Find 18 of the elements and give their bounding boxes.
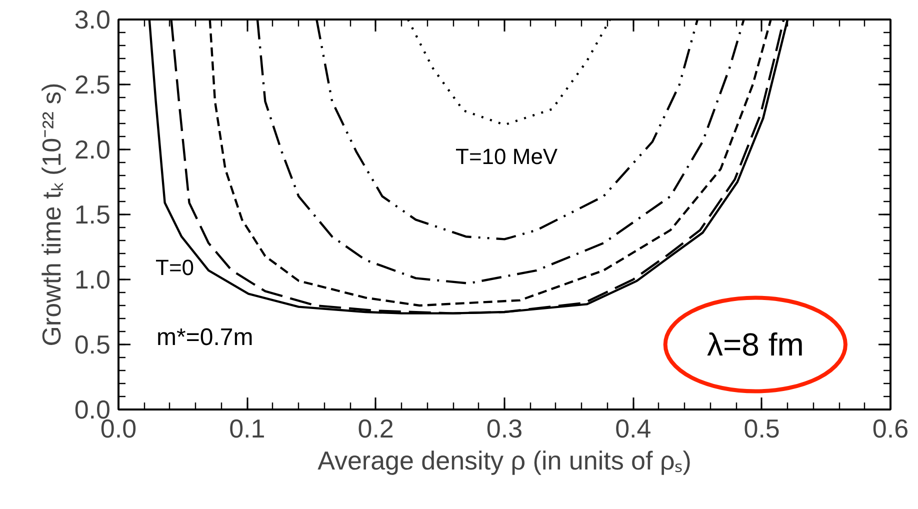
x-tick-label: 0.1 [229,414,266,444]
y-tick-label: 3.0 [74,4,111,34]
annotation: T=0 [156,255,194,280]
x-tick-label: 0.4 [615,414,652,444]
x-axis-title: Average density ρ (in units of ρₛ) [318,446,692,476]
x-tick-label: 0.2 [358,414,394,444]
y-tick-label: 2.5 [74,70,111,100]
y-tick-label: 1.0 [74,264,111,294]
x-tick-label: 0.6 [872,414,909,444]
y-tick-label: 0.5 [74,330,111,360]
annotation: T=10 MeV [456,144,558,169]
annotation: m*=0.7m [156,324,254,351]
annotation: λ=8 fm [706,326,804,362]
y-tick-label: 2.0 [74,134,111,164]
y-axis-title: Growth time tₖ (10⁻²² s) [36,82,66,346]
x-tick-label: 0.5 [744,414,780,444]
x-tick-label: 0.3 [486,414,523,444]
y-tick-label: 1.5 [74,200,111,230]
